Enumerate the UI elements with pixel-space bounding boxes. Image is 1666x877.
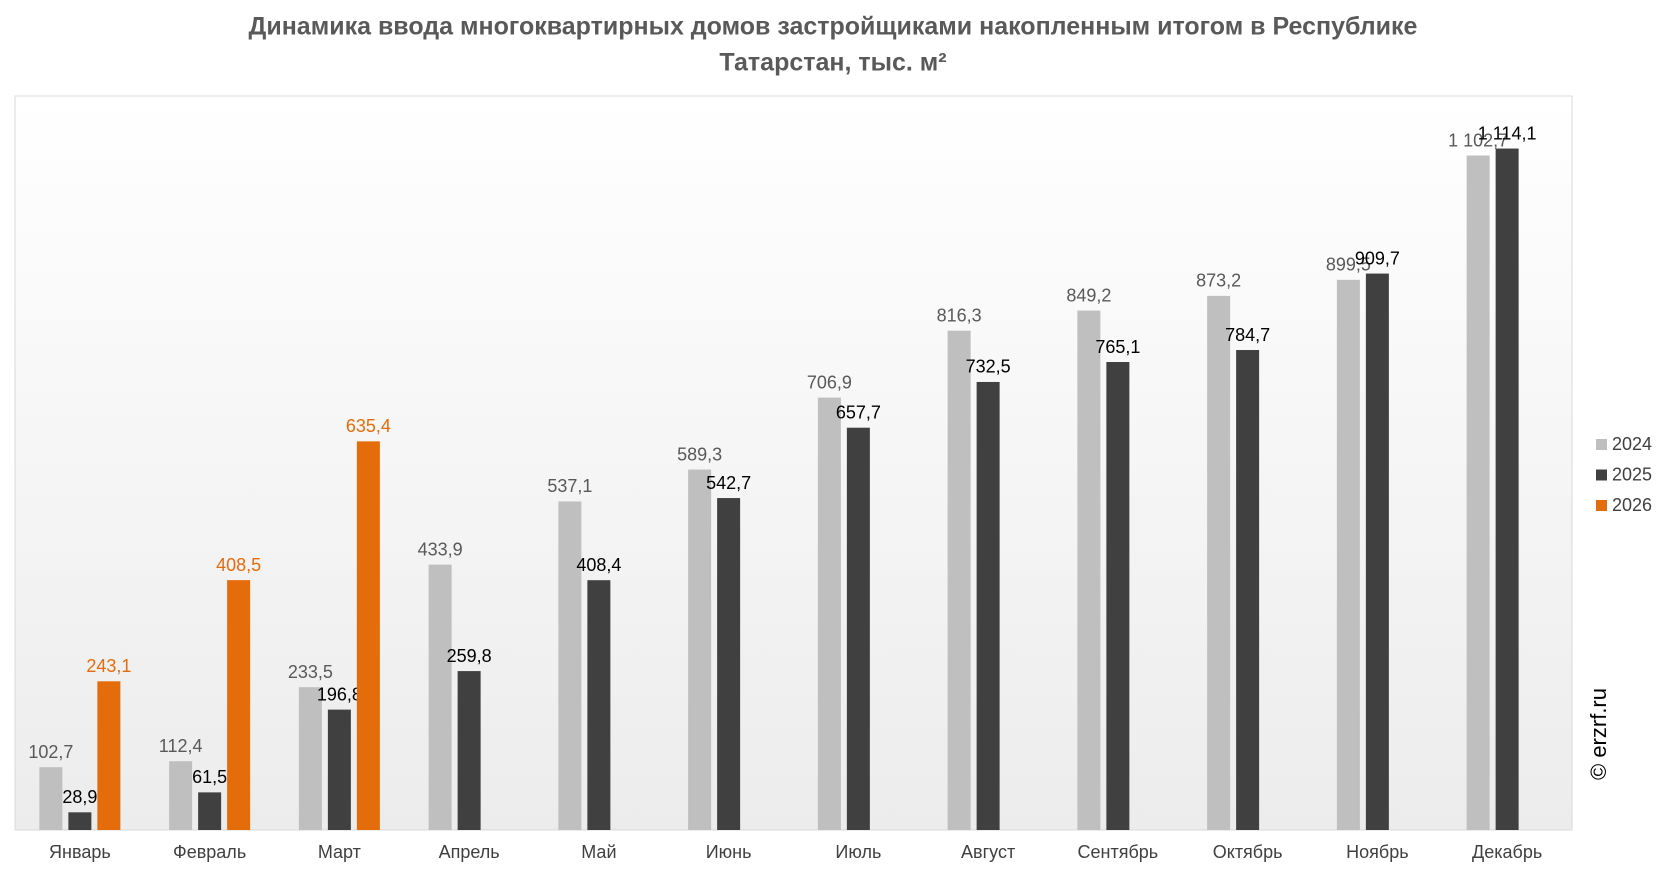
value-label: 1 114,1: [1478, 123, 1537, 143]
bar: [688, 469, 712, 830]
bar: [457, 671, 481, 830]
value-label: 408,4: [576, 555, 621, 575]
bar: [1365, 273, 1389, 830]
legend-swatch: [1596, 469, 1607, 481]
value-label: 765,1: [1095, 337, 1140, 357]
bar: [1466, 155, 1490, 831]
value-label: 408,5: [216, 555, 261, 575]
value-label: 112,4: [159, 736, 203, 756]
bar: [227, 580, 251, 830]
value-label: 537,1: [547, 476, 592, 496]
bar: [976, 381, 1000, 830]
x-tick-label: Ноябрь: [1346, 842, 1408, 862]
chart-subtitle: Татарстан, тыс. м²: [719, 49, 946, 77]
bar: [1106, 362, 1130, 830]
x-tick-label: Декабрь: [1472, 842, 1542, 862]
bar: [846, 427, 870, 830]
value-label: 899,5: [1326, 255, 1371, 275]
value-label: 849,2: [1066, 285, 1111, 305]
x-tick-label: Январь: [49, 842, 111, 862]
x-tick-label: Февраль: [173, 842, 246, 862]
value-label: 635,4: [346, 416, 391, 436]
value-label: 784,7: [1225, 325, 1270, 345]
value-label: 657,7: [836, 402, 881, 422]
value-label: 433,9: [418, 539, 463, 559]
bar: [39, 767, 63, 830]
value-label: 732,5: [966, 357, 1011, 377]
legend-label: 2025: [1612, 464, 1652, 484]
bar: [1336, 279, 1360, 830]
x-tick-label: Июль: [835, 842, 881, 862]
value-label: 233,5: [288, 662, 333, 682]
value-label: 102,7: [28, 742, 73, 762]
bar: [198, 792, 222, 830]
bar: [558, 501, 582, 830]
legend-label: 2026: [1612, 495, 1652, 515]
plot-area: [14, 95, 1573, 831]
bar: [356, 441, 380, 830]
value-label: 706,9: [807, 372, 852, 392]
watermark: © erzrf.ru: [1586, 688, 1611, 780]
bar: [169, 761, 193, 830]
bar: [97, 681, 121, 830]
bar: [817, 397, 841, 830]
x-tick-label: Сентябрь: [1078, 842, 1159, 862]
x-tick-label: Май: [581, 842, 616, 862]
legend-swatch: [1596, 500, 1607, 511]
value-label: 589,3: [677, 444, 722, 464]
legend-label: 2024: [1612, 434, 1652, 454]
bar: [68, 812, 92, 830]
bar: [1495, 148, 1519, 830]
value-label: 259,8: [447, 646, 492, 666]
bar: [587, 580, 611, 830]
value-label: 1 102,7: [1448, 130, 1508, 150]
x-tick-label: Июнь: [706, 842, 752, 862]
bar: [717, 498, 741, 830]
value-label: 243,1: [86, 656, 131, 676]
bar: [1207, 295, 1231, 830]
bar: [298, 687, 322, 830]
value-label: 873,2: [1196, 271, 1241, 291]
bar: [947, 330, 971, 830]
bar: [327, 709, 351, 830]
value-label: 61,5: [192, 767, 227, 787]
x-tick-label: Март: [318, 842, 361, 862]
value-label: 196,8: [317, 684, 362, 704]
x-tick-label: Август: [961, 842, 1015, 862]
x-tick-label: Апрель: [439, 842, 500, 862]
value-label: 816,3: [937, 305, 982, 325]
bar: [1077, 310, 1101, 831]
value-label: 909,7: [1355, 248, 1400, 268]
chart-title: Динамика ввода многоквартирных домов зас…: [249, 13, 1418, 41]
bar: [428, 564, 452, 830]
value-label: 28,9: [62, 787, 97, 807]
x-tick-label: Октябрь: [1213, 842, 1283, 862]
legend-swatch: [1596, 439, 1607, 450]
value-label: 542,7: [706, 473, 751, 493]
bar: [1236, 350, 1260, 830]
